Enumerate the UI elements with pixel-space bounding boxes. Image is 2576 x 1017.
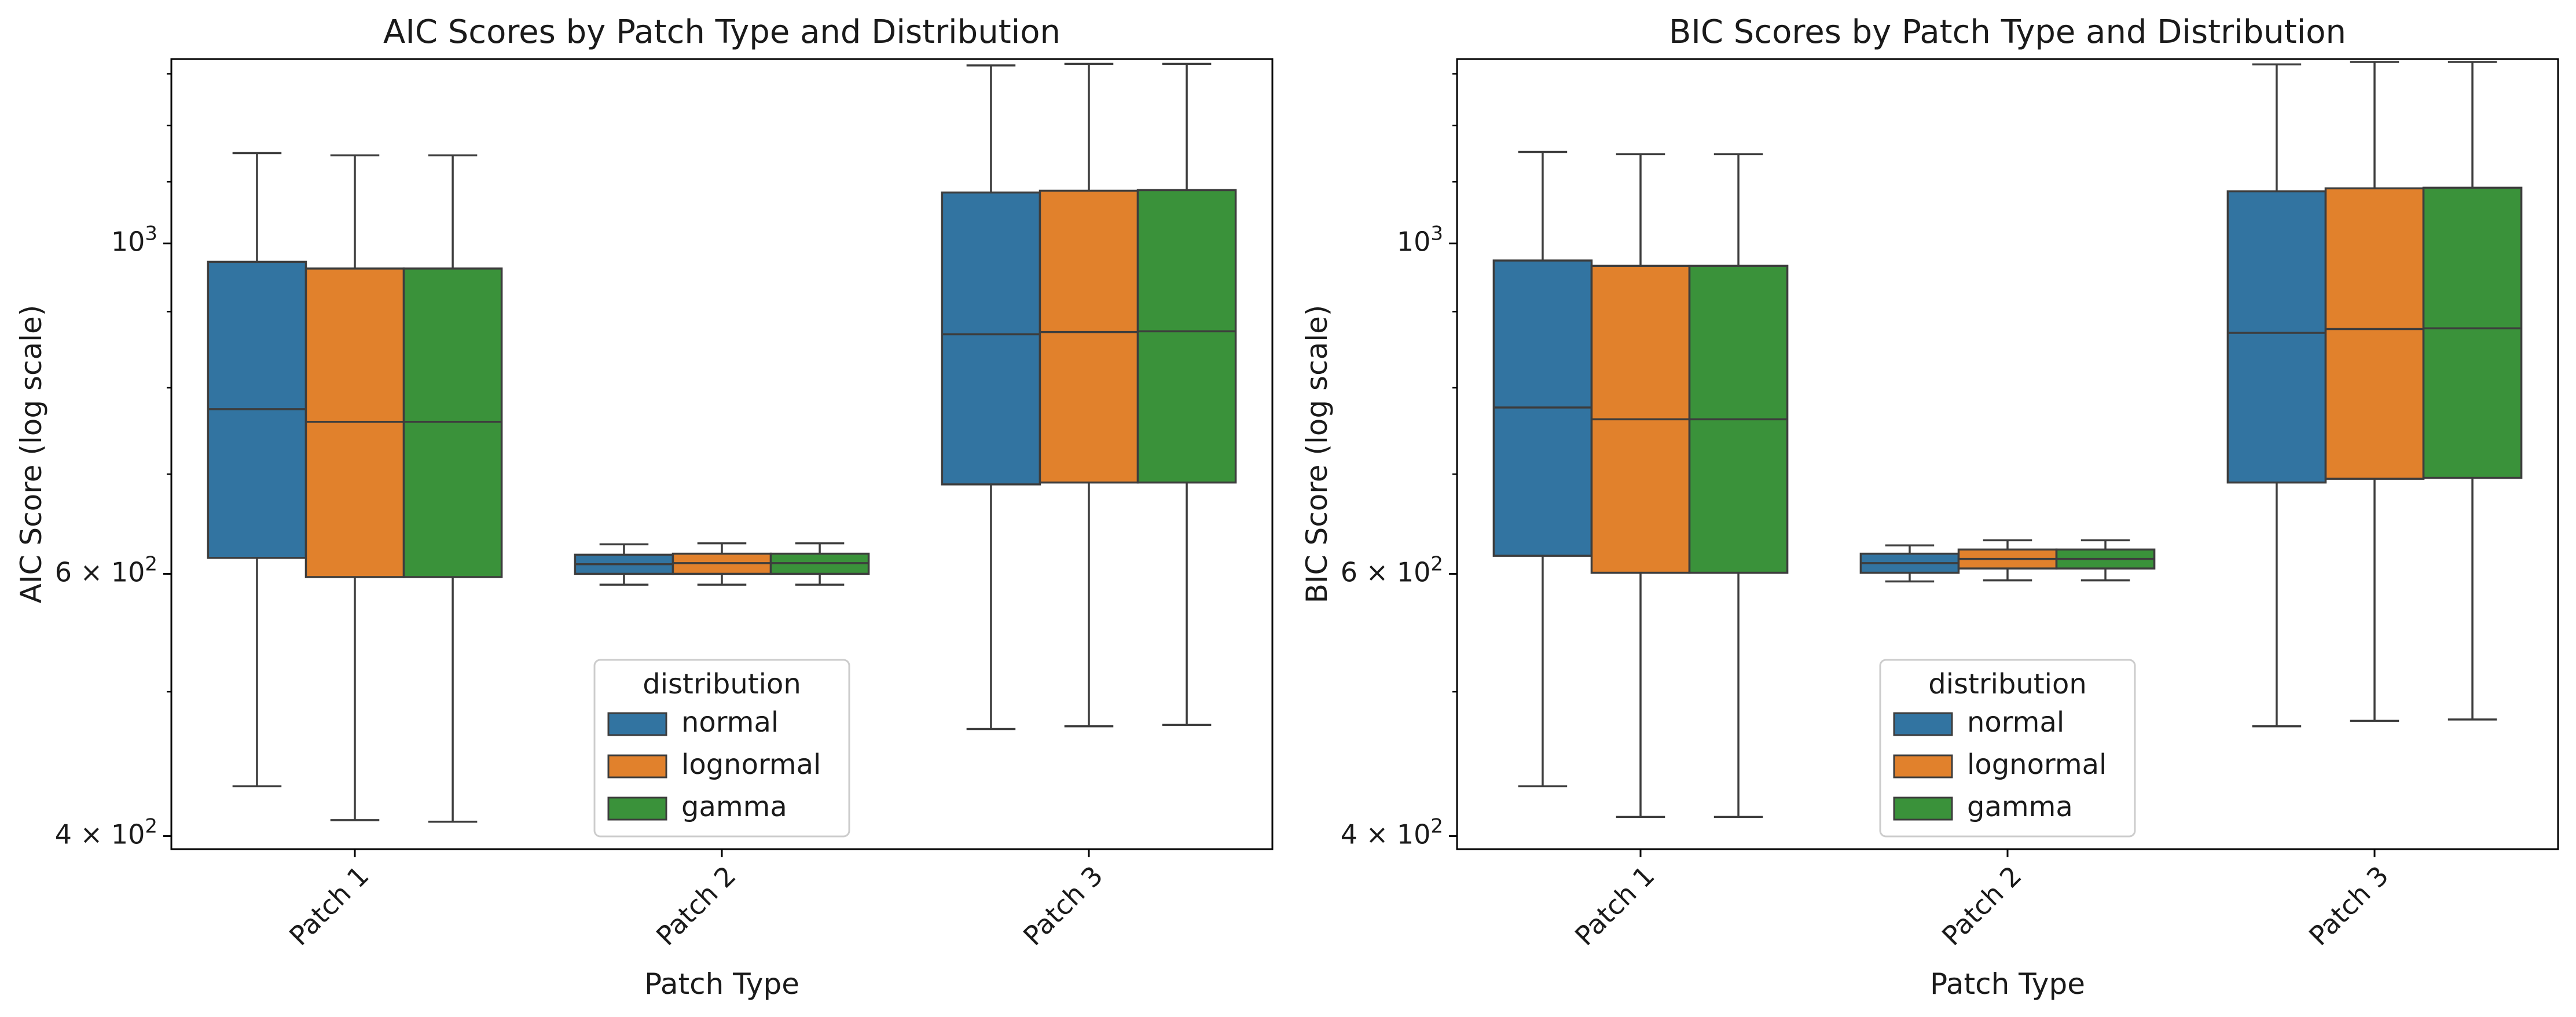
legend-swatch-lognormal <box>1893 754 1953 779</box>
chart-panel-2: BIC Scores by Patch Type and Distributio… <box>1300 13 2559 1001</box>
legend-label-normal: normal <box>1967 706 2064 739</box>
y-axis-label: AIC Score (log scale) <box>14 305 48 604</box>
chart-title: BIC Scores by Patch Type and Distributio… <box>1669 13 2346 51</box>
legend-frame <box>593 659 850 838</box>
x-axis-label: Patch Type <box>644 967 799 1001</box>
y-tick-label: 4 × 102 <box>55 814 157 850</box>
y-tick-label: 4 × 102 <box>1341 814 1443 850</box>
plot-frame <box>1456 58 2559 850</box>
legend-label-lognormal: lognormal <box>681 748 821 781</box>
box-normal-patch-2 <box>574 543 674 586</box>
box-gamma-patch-1 <box>1688 153 1789 818</box>
chart-panel-1: AIC Scores by Patch Type and Distributio… <box>14 13 1274 1001</box>
box-body <box>1136 189 1237 484</box>
y-tick-label: 103 <box>1397 222 1443 257</box>
legend: distribution normal lognormal gamma <box>1879 659 2136 838</box>
box-body <box>2422 186 2523 479</box>
box-gamma-patch-2 <box>769 542 870 586</box>
legend-swatch-gamma <box>1893 796 1953 821</box>
box-gamma-patch-3 <box>2422 61 2523 721</box>
box-body <box>1039 189 1139 484</box>
y-axis-label: BIC Score (log scale) <box>1300 305 1334 604</box>
box-normal-patch-1 <box>207 152 307 788</box>
legend-swatch-normal <box>1893 712 1953 736</box>
box-normal-patch-3 <box>2226 63 2327 728</box>
box-gamma-patch-3 <box>1136 63 1237 726</box>
box-lognormal-patch-3 <box>2324 61 2425 722</box>
legend-label-normal: normal <box>681 706 779 739</box>
legend-frame <box>1879 659 2136 838</box>
box-body <box>2226 190 2327 484</box>
box-lognormal-patch-3 <box>1039 63 1139 728</box>
legend-title: distribution <box>643 668 801 700</box>
box-body <box>2324 187 2425 480</box>
legend-label-gamma: gamma <box>1967 791 2073 823</box>
legend: distribution normal lognormal gamma <box>593 659 850 838</box>
y-tick-label: 103 <box>111 222 157 257</box>
box-normal-patch-2 <box>1859 544 1960 583</box>
legend-title: distribution <box>1928 668 2087 700</box>
box-gamma-patch-2 <box>2055 539 2156 582</box>
legend-swatch-gamma <box>607 796 667 821</box>
plot-frame <box>170 58 1274 850</box>
box-lognormal-patch-1 <box>304 154 405 821</box>
legend-label-gamma: gamma <box>681 791 787 823</box>
legend-label-lognormal: lognormal <box>1967 748 2107 781</box>
y-tick-label: 6 × 102 <box>55 552 157 588</box>
chart-title: AIC Scores by Patch Type and Distributio… <box>383 13 1061 51</box>
legend-swatch-normal <box>607 712 667 736</box>
box-normal-patch-3 <box>941 64 1041 730</box>
box-gamma-patch-1 <box>402 154 503 823</box>
box-body <box>941 191 1041 486</box>
y-tick-label: 6 × 102 <box>1341 552 1443 588</box>
box-lognormal-patch-2 <box>1957 539 2058 582</box>
legend-swatch-lognormal <box>607 754 667 779</box>
x-axis-label: Patch Type <box>1930 967 2085 1001</box>
box-lognormal-patch-2 <box>671 542 772 586</box>
